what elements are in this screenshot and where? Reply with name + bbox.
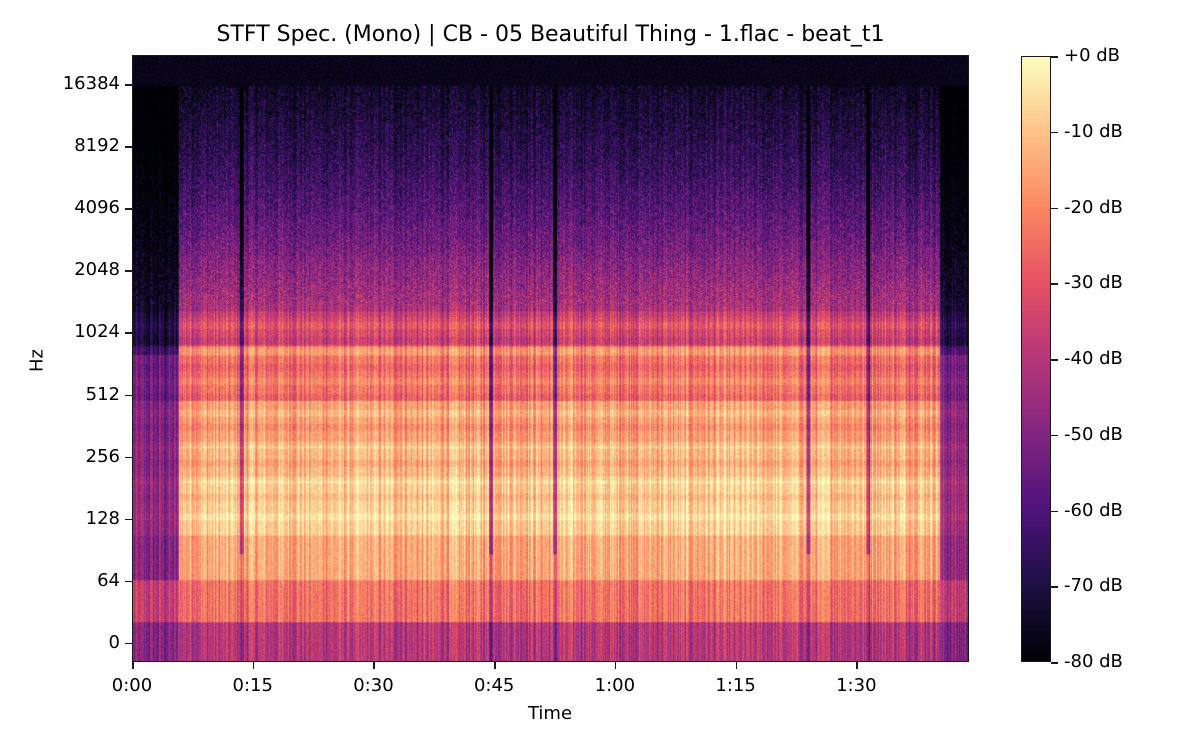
x-tick-mark	[132, 662, 134, 669]
colorbar-tick-label: -30 dB	[1064, 272, 1123, 294]
colorbar-tick-mark	[1051, 662, 1058, 664]
spectrogram-plot-area	[132, 55, 969, 662]
y-tick-label: 128	[85, 507, 120, 529]
colorbar-tick-label: -20 dB	[1064, 196, 1123, 218]
y-tick-label: 4096	[74, 197, 120, 219]
y-tick-mark	[125, 146, 132, 148]
colorbar-tick-mark	[1051, 283, 1058, 285]
colorbar-tick-mark	[1051, 131, 1058, 134]
y-tick-label: 1024	[74, 321, 120, 343]
x-tick-label: 1:00	[594, 675, 636, 696]
x-tick-label: 0:15	[232, 675, 273, 696]
y-tick-label: 16384	[62, 73, 120, 94]
colorbar-tick-label: +0 dB	[1064, 45, 1121, 66]
y-tick-label: 64	[97, 569, 120, 591]
chart-title: STFT Spec. (Mono) | CB - 05 Beautiful Th…	[216, 22, 885, 47]
colorbar-tick-label: -80 dB	[1064, 651, 1123, 672]
x-axis-label: Time	[527, 703, 573, 724]
spectrogram-heatmap	[133, 56, 968, 661]
y-tick-label: 512	[85, 383, 120, 405]
colorbar	[1021, 56, 1051, 662]
colorbar-tick-label: -60 dB	[1064, 499, 1123, 521]
x-tick-mark	[494, 662, 496, 669]
x-tick-label: 0:45	[473, 675, 515, 696]
x-tick-mark	[252, 662, 255, 669]
colorbar-tick-mark	[1051, 207, 1058, 209]
y-tick-label: 256	[85, 445, 120, 467]
x-tick-mark	[614, 662, 617, 669]
y-tick-mark	[125, 518, 132, 521]
colorbar-tick-label: -70 dB	[1064, 575, 1123, 597]
x-tick-mark	[373, 662, 375, 669]
colorbar-tick-label: -10 dB	[1064, 120, 1123, 142]
y-axis-label: Hz	[26, 349, 48, 372]
x-tick-label: 0:30	[353, 675, 394, 696]
y-tick-mark	[125, 456, 132, 459]
colorbar-tick-mark	[1051, 434, 1058, 437]
x-tick-label: 1:15	[715, 675, 756, 696]
colorbar-tick-mark	[1051, 359, 1058, 361]
y-tick-mark	[125, 332, 132, 334]
colorbar-tick-label: -40 dB	[1064, 348, 1123, 369]
y-tick-label: 8192	[74, 135, 120, 157]
colorbar-tick-mark	[1051, 586, 1058, 588]
colorbar-tick-label: -50 dB	[1064, 423, 1123, 445]
y-tick-mark	[125, 642, 132, 645]
colorbar-tick-mark	[1051, 56, 1058, 58]
y-tick-label: 0	[108, 631, 120, 653]
y-tick-mark	[125, 580, 132, 583]
y-tick-mark	[125, 270, 132, 272]
y-tick-mark	[125, 84, 132, 86]
y-tick-mark	[125, 394, 132, 396]
x-tick-mark	[735, 662, 738, 669]
y-tick-label: 2048	[74, 259, 120, 281]
x-tick-label: 0:00	[111, 675, 153, 696]
y-tick-mark	[125, 208, 132, 210]
colorbar-tick-mark	[1051, 510, 1058, 512]
x-tick-label: 1:30	[836, 675, 877, 696]
x-tick-mark	[856, 662, 858, 669]
